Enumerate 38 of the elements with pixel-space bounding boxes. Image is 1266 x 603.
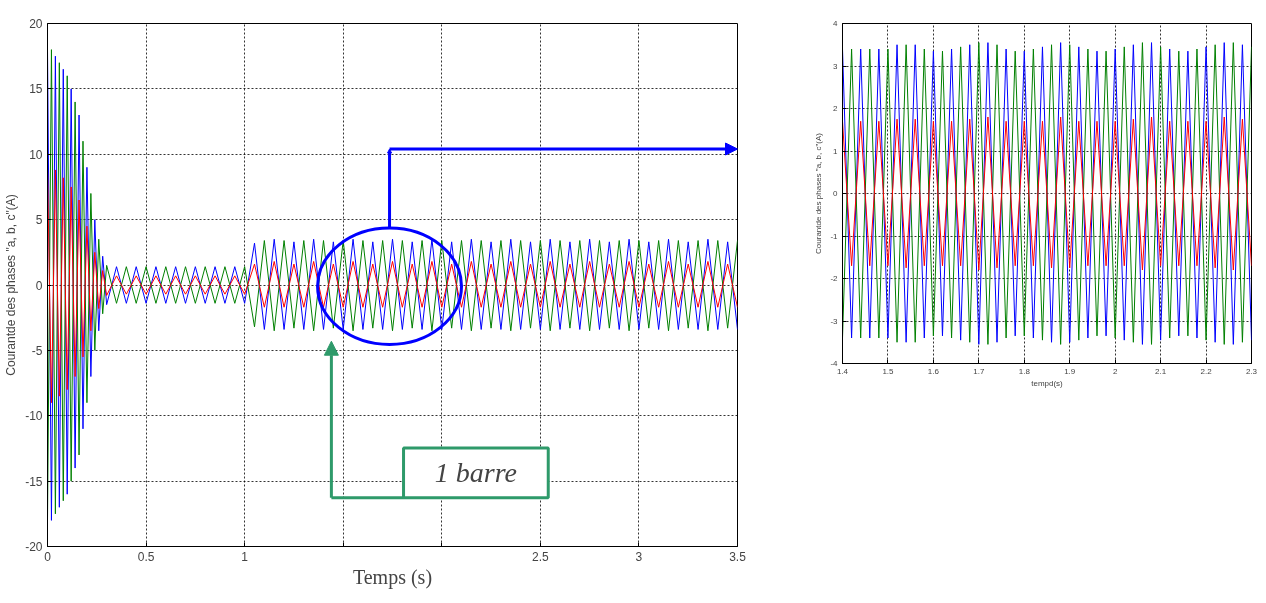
x-tick-label: 0.5 (137, 549, 155, 564)
y-tick-label: -2 (830, 274, 839, 283)
y-tick-label: 0 (35, 278, 43, 293)
x-tick-label: 2.1 (1155, 366, 1167, 376)
y-tick-label: 2 (833, 104, 839, 113)
y-axis-title: Courantde des phases "a, b, c"(A) (4, 194, 19, 376)
x-tick-label: 1.4 (836, 366, 849, 376)
x-tick-label: 2.5 (532, 549, 550, 564)
y-tick-label: 15 (29, 82, 43, 97)
y-tick-label: -1 (830, 231, 839, 241)
x-tick-label: 1.8 (1018, 366, 1031, 376)
y-tick-label: 4 (833, 19, 839, 28)
y-axis-title: Courantde des phases "a, b, c"(A) (814, 132, 824, 254)
y-tick-label: -3 (830, 316, 839, 326)
y-tick-label: 5 (35, 213, 43, 228)
x-tick-label: 2.3 (1245, 366, 1258, 376)
y-tick-label: 10 (29, 147, 43, 162)
x-tick-label: 3.5 (729, 549, 747, 564)
x-axis-title: Temps (s) (352, 565, 433, 589)
y-tick-label: 20 (29, 17, 43, 31)
x-tick-label: 3 (635, 549, 643, 564)
x-tick-label: 1.6 (927, 366, 940, 376)
x-tick-label: 1.9 (1064, 366, 1076, 376)
x-tick-label: 1.7 (973, 366, 985, 376)
y-tick-label: -5 (31, 343, 43, 358)
x-tick-label: 1 (241, 549, 249, 564)
x-tick-label: 2 (1112, 366, 1118, 376)
y-tick-label: 3 (833, 61, 839, 71)
y-tick-label: -10 (25, 409, 43, 424)
x-tick-label: 1.5 (882, 366, 895, 376)
annotation: 1 barre (434, 457, 517, 489)
y-tick-label: -15 (25, 474, 43, 489)
y-tick-label: -20 (25, 540, 43, 554)
y-tick-label: 0 (833, 189, 839, 198)
x-axis-title: tempd(s) (1031, 378, 1064, 388)
y-tick-label: 1 (833, 146, 839, 156)
x-tick-label: 2.2 (1200, 366, 1213, 376)
y-tick-label: -4 (830, 359, 839, 368)
